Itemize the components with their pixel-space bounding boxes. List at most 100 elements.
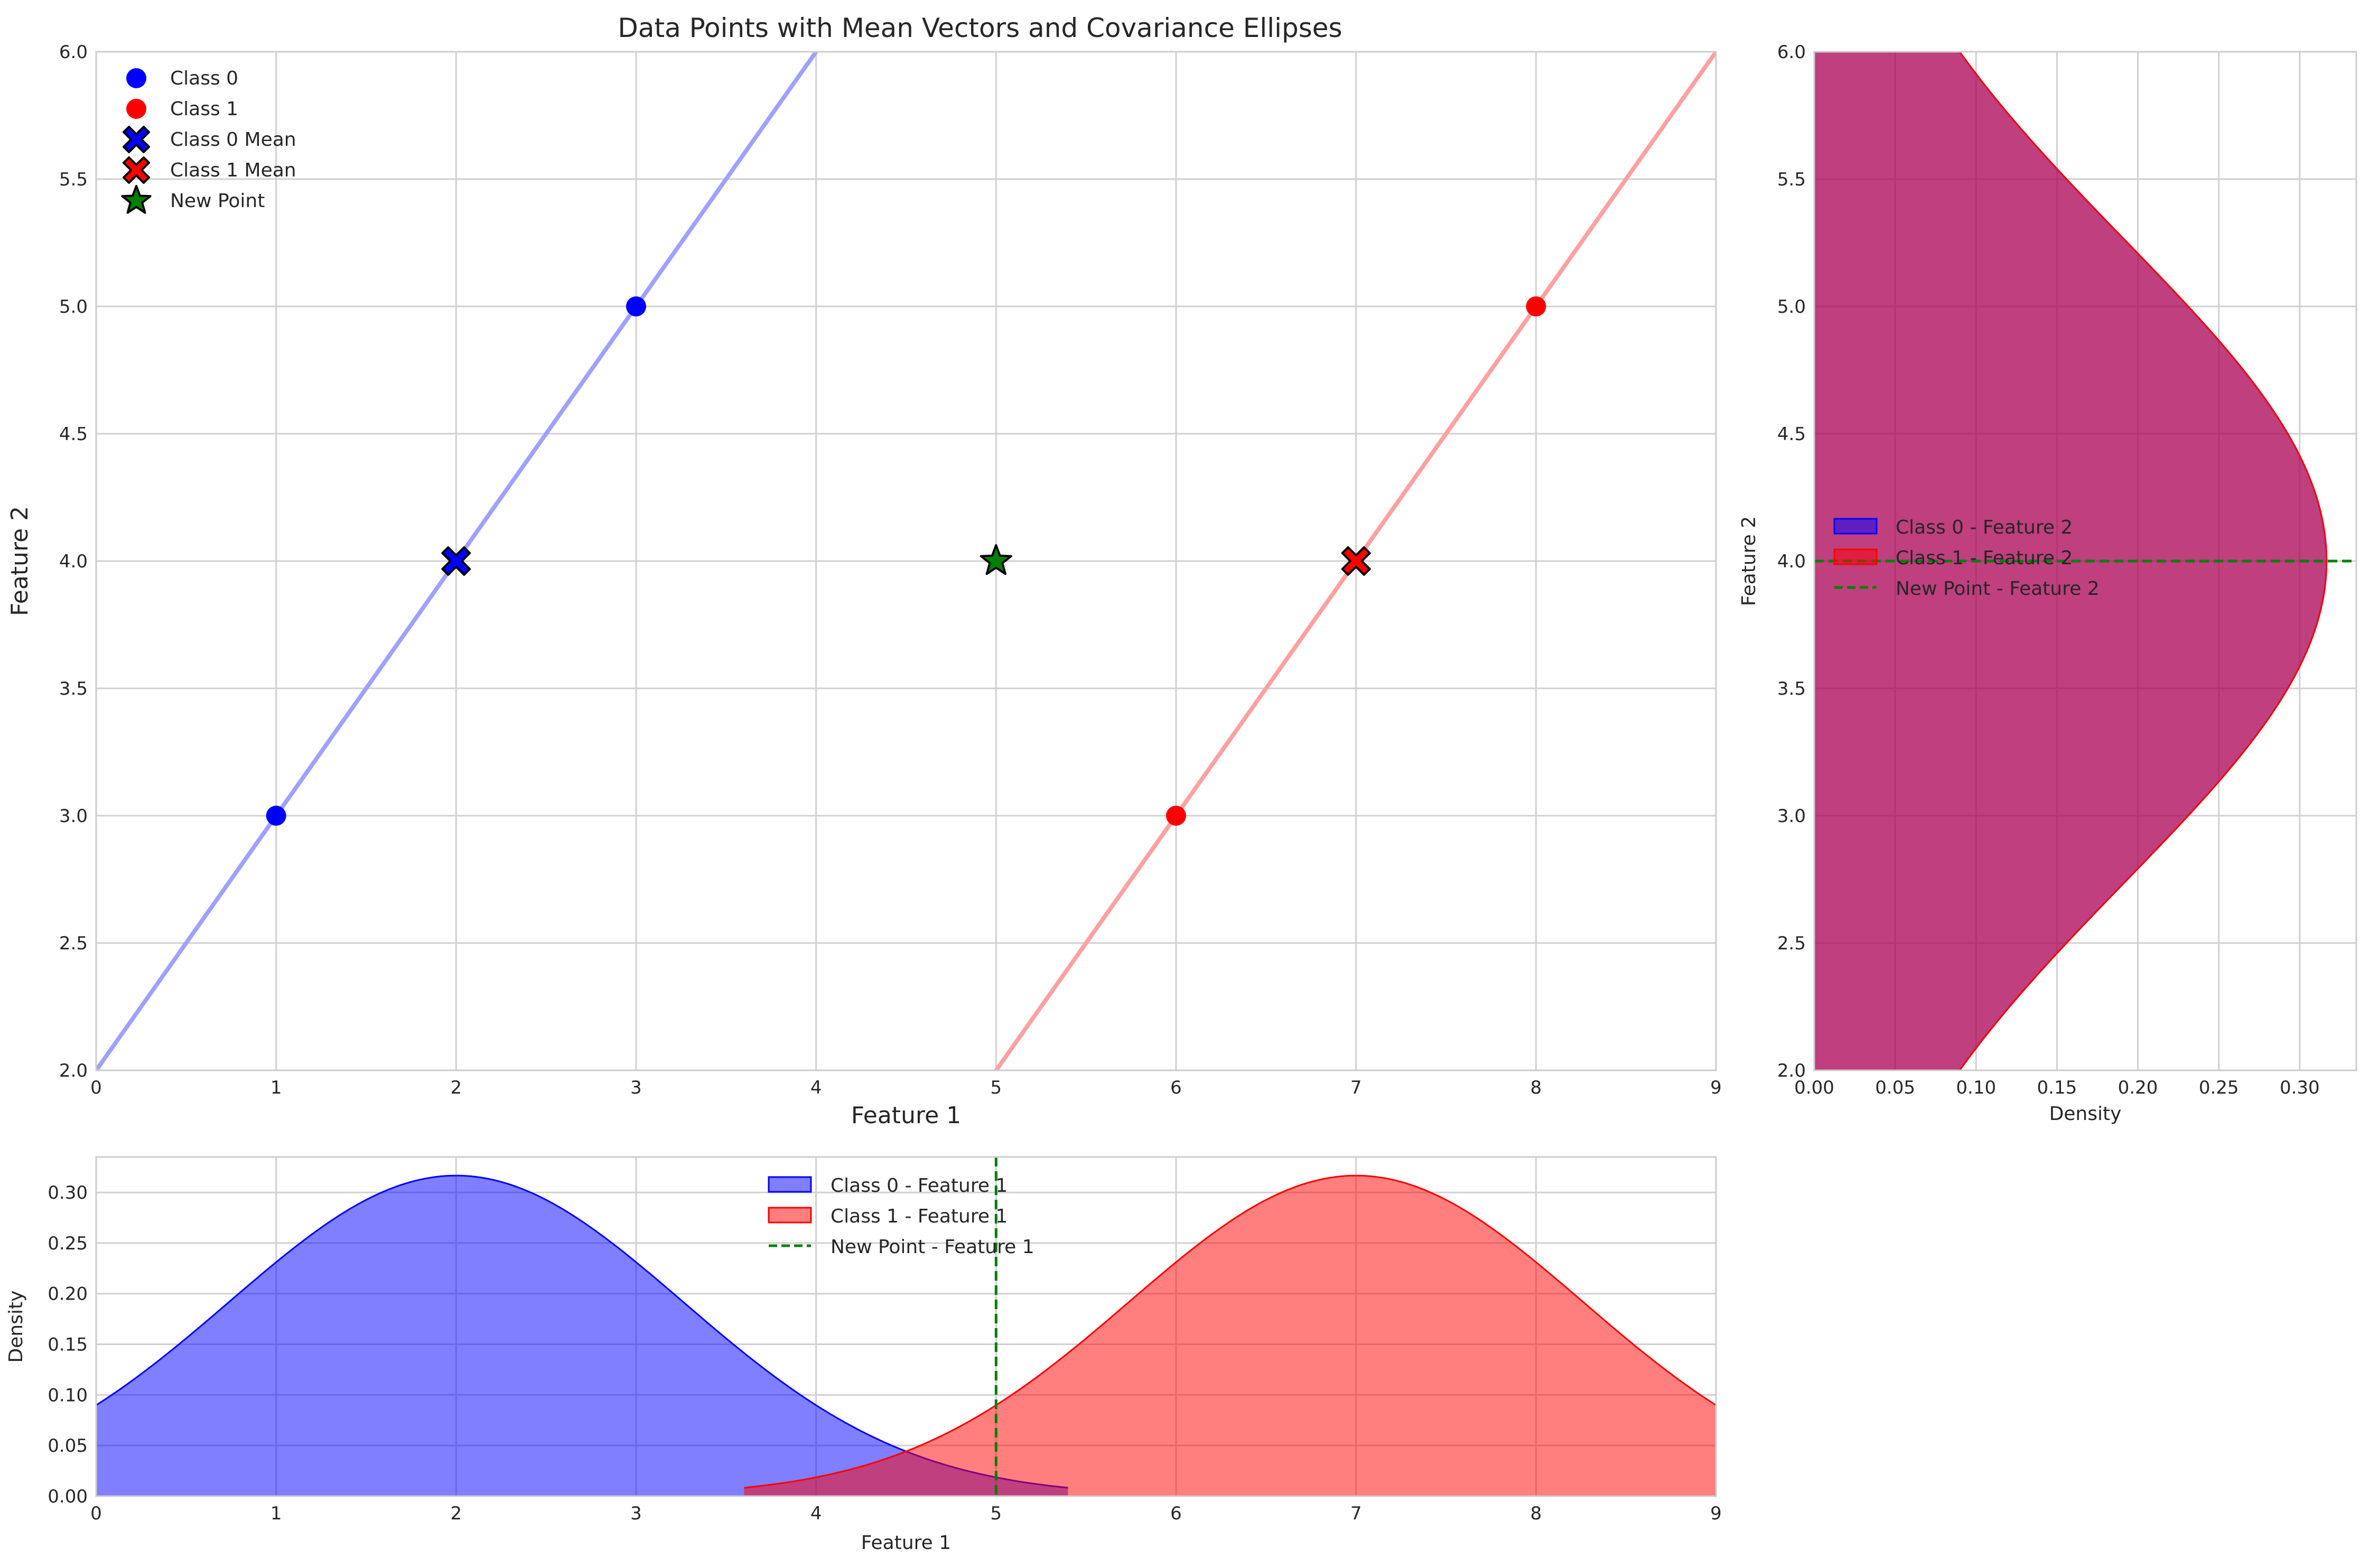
x-tick-label: 0.00	[1794, 1077, 1834, 1098]
axes-frame	[1813, 51, 2357, 1071]
class-0-marker	[626, 296, 646, 316]
y-tick-labels: 0.00 0.05 0.10 0.15 0.20 0.25 0.30	[48, 1182, 88, 1507]
legend-label: Class 0	[170, 68, 238, 89]
class-1-feature-2-curve	[1958, 52, 2328, 1070]
y-tick-label: 4.5	[59, 424, 88, 445]
y-axis-label: Feature 2	[6, 506, 33, 616]
y-tick-label: 3.5	[1777, 678, 1806, 699]
x-tick-label: 0.05	[1875, 1077, 1915, 1098]
x-tick-label: 8	[1531, 1077, 1542, 1098]
plot-area	[1814, 52, 2356, 1070]
y-tick-labels: 2.0 2.5 3.0 3.5 4.0 4.5 5.0 5.5 6.0	[59, 42, 88, 1081]
y-tick-label: 0.20	[48, 1284, 88, 1305]
y-tick-label: 0.05	[48, 1435, 88, 1457]
class-1-marker	[1166, 806, 1186, 826]
class-1-marker	[1526, 296, 1546, 316]
x-tick-label: 1	[271, 1077, 282, 1098]
legend-label: Class 0 - Feature 2	[1896, 517, 2073, 538]
class-0-mean-marker	[441, 546, 471, 576]
y-tick-label: 6.0	[59, 42, 88, 63]
legend-label: Class 1	[170, 98, 238, 120]
legend-swatch	[768, 1207, 812, 1224]
main-scatter-panel: 0 1 2 3 4 5 6 7 8 9 2.0 2.5 3.0 3.5 4.0 4.5 5.0 5.5 6.0 Fea…	[6, 42, 1722, 1129]
y-tick-label: 5.5	[59, 169, 88, 190]
legend-label: New Point	[170, 190, 265, 212]
y-tick-label: 4.0	[1777, 551, 1806, 572]
x-axis-label: Feature 1	[851, 1102, 961, 1129]
x-tick-label: 0.10	[1956, 1077, 1996, 1098]
x-tick-label: 0	[90, 1077, 102, 1098]
feature1-density-panel: 0 1 2 3 4 5 6 7 8 9 0.00 0.05 0.10 0.15 0.20 0.25 0.30 Fe…	[5, 1156, 1722, 1554]
y-tick-label: 0.00	[48, 1486, 88, 1507]
x-tick-label: 9	[1710, 1077, 1722, 1098]
y-tick-label: 5.0	[59, 296, 88, 318]
y-tick-label: 0.25	[48, 1233, 88, 1254]
legend-marker	[126, 99, 146, 119]
x-axis-label: Feature 1	[861, 1532, 951, 1554]
class-0-feature-1-area	[96, 1175, 1068, 1496]
x-tick-label: 5	[991, 1503, 1002, 1524]
y-tick-label: 0.30	[48, 1182, 88, 1203]
y-axis-label: Feature 2	[1738, 516, 1760, 606]
grid-lines	[95, 51, 1717, 1071]
x-tick-label: 0.15	[2037, 1077, 2077, 1098]
x-tick-label: 0.20	[2118, 1077, 2158, 1098]
y-tick-label: 0.15	[48, 1334, 88, 1356]
class-1-feature-1-area	[744, 1175, 1716, 1496]
legend-label: Class 1 - Feature 1	[831, 1206, 1008, 1227]
x-tick-label: 2	[451, 1503, 462, 1524]
x-tick-label: 7	[1350, 1503, 1362, 1524]
x-tick-label: 6	[1170, 1077, 1182, 1098]
legend-label: New Point - Feature 2	[1896, 578, 2100, 600]
axes-frame	[95, 1156, 1717, 1497]
axes-frame	[95, 51, 1717, 1071]
legend: Class 0 Class 1 Class 0 Mean Class 1 Mean Ne…	[121, 68, 296, 214]
main-chart-title: Data Points with Mean Vectors and Covari…	[618, 13, 1342, 43]
y-tick-label: 2.0	[59, 1060, 88, 1081]
y-tick-label: 2.0	[1777, 1060, 1806, 1081]
x-tick-label: 2	[451, 1077, 462, 1098]
y-tick-label: 4.5	[1777, 424, 1806, 445]
y-tick-label: 5.0	[1777, 296, 1806, 318]
legend-label: Class 0 - Feature 1	[831, 1175, 1008, 1197]
y-tick-label: 2.5	[59, 933, 88, 954]
x-tick-label: 4	[810, 1503, 822, 1524]
x-tick-label: 1	[271, 1503, 282, 1524]
class-0-marker	[266, 806, 286, 826]
legend-marker	[121, 185, 152, 214]
y-tick-label: 3.0	[59, 806, 88, 827]
y-tick-label: 4.0	[59, 551, 88, 572]
x-tick-label: 5	[991, 1077, 1002, 1098]
x-tick-label: 8	[1531, 1503, 1542, 1524]
y-tick-label: 5.5	[1777, 169, 1806, 190]
legend-label: New Point - Feature 1	[831, 1236, 1034, 1258]
y-tick-labels: 2.0 2.5 3.0 3.5 4.0 4.5 5.0 5.5 6.0	[1777, 42, 1806, 1081]
y-tick-label: 2.5	[1777, 933, 1806, 954]
x-tick-label: 0.30	[2280, 1077, 2320, 1098]
y-tick-label: 6.0	[1777, 42, 1806, 63]
legend-swatch	[768, 1176, 812, 1193]
legend-label: Class 1 - Feature 2	[1896, 547, 2073, 569]
legend-marker	[126, 68, 146, 88]
x-tick-label: 9	[1710, 1503, 1722, 1524]
x-tick-labels: 0 1 2 3 4 5 6 7 8 9	[90, 1503, 1722, 1524]
y-tick-label: 0.10	[48, 1385, 88, 1406]
plot-area	[96, 52, 1716, 1070]
legend-swatch	[1833, 518, 1878, 535]
legend-marker	[123, 156, 150, 184]
legend-marker	[123, 126, 150, 153]
class-1-mean-marker	[1341, 546, 1371, 576]
x-axis-label: Density	[2049, 1103, 2122, 1125]
class-1-feature-2-area	[1814, 52, 2327, 1070]
x-tick-label: 4	[810, 1077, 822, 1098]
x-tick-label: 3	[630, 1503, 642, 1524]
x-tick-label: 3	[630, 1077, 642, 1098]
x-tick-label: 6	[1170, 1503, 1182, 1524]
legend-label: Class 0 Mean	[170, 129, 296, 151]
legend: Class 0 - Feature 2 Class 1 - Feature 2 Ne…	[1833, 517, 2100, 600]
legend-swatch	[1833, 548, 1878, 565]
x-tick-label: 0.25	[2199, 1077, 2239, 1098]
y-axis-label: Density	[5, 1291, 27, 1363]
y-tick-label: 3.5	[59, 678, 88, 699]
